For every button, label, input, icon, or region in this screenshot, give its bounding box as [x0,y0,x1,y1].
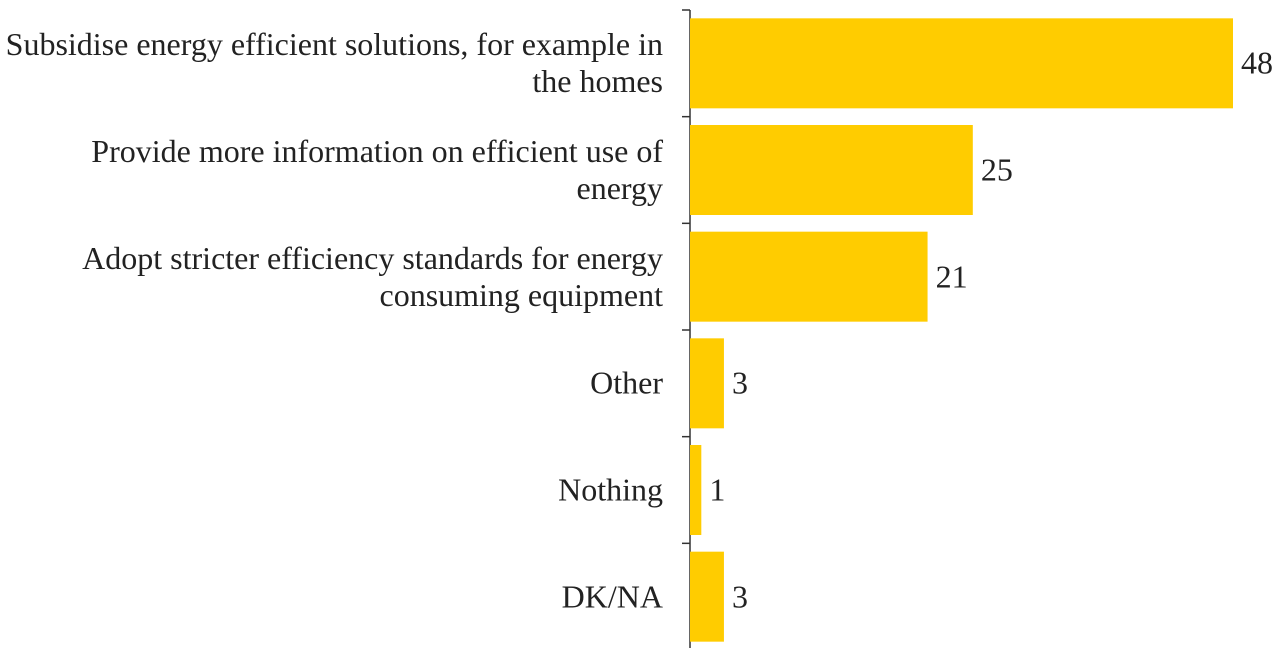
value-label: 1 [709,471,726,508]
category-label: Other [590,364,663,401]
bar [690,338,724,429]
bar [690,125,973,215]
bar [690,231,928,322]
bar [690,551,724,642]
bar [690,18,1233,109]
value-label: 3 [731,578,748,615]
category-label: Nothing [558,471,663,508]
value-label: 21 [935,258,968,295]
value-label: 25 [980,151,1013,188]
bar [690,445,702,535]
category-label: Subsidise energy efficient solutions, fo… [5,26,663,100]
category-label: DK/NA [561,578,663,615]
category-label: Adopt stricter efficiency standards for … [82,239,663,313]
value-label: 3 [731,364,748,401]
category-label: Provide more information on efficient us… [91,133,663,206]
value-label: 48 [1241,44,1273,81]
